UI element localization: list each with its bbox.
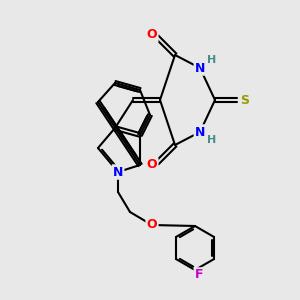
Text: O: O <box>147 28 157 41</box>
Text: O: O <box>147 218 157 232</box>
Text: F: F <box>195 268 203 281</box>
Text: N: N <box>113 166 123 178</box>
Text: N: N <box>195 125 205 139</box>
Text: H: H <box>207 135 217 145</box>
Text: H: H <box>207 55 217 65</box>
Text: S: S <box>241 94 250 106</box>
Text: O: O <box>147 158 157 172</box>
Text: N: N <box>195 61 205 74</box>
